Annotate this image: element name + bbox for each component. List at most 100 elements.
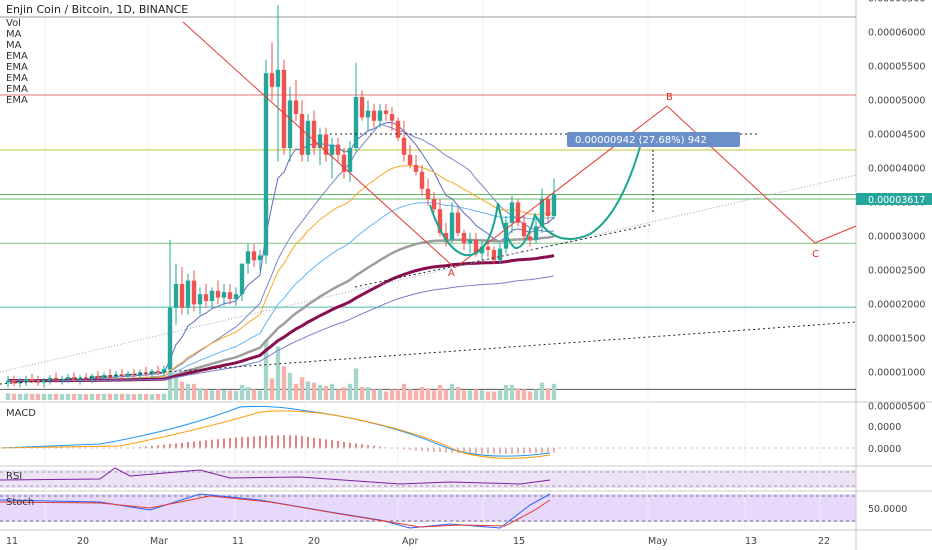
candle-body <box>89 375 95 380</box>
volume-bar <box>479 390 485 400</box>
volume-bar <box>125 393 131 400</box>
volume-bar <box>107 393 113 400</box>
volume-bar <box>17 393 23 400</box>
candle-body <box>53 377 59 381</box>
candle-body <box>551 194 557 216</box>
candle-body <box>425 188 431 199</box>
current-price-tag: 0.00003617 <box>856 193 932 206</box>
volume-bar <box>485 391 491 400</box>
macd-label: MACD <box>6 408 36 419</box>
volume-bar <box>161 393 167 400</box>
volume-bar <box>95 393 101 400</box>
candle-body <box>239 263 245 295</box>
stoch-d-line <box>0 495 551 528</box>
candle-body <box>83 377 89 380</box>
volume-bar <box>545 388 551 400</box>
candle-body <box>35 381 41 383</box>
candle-body <box>527 236 533 240</box>
candle-body <box>167 307 173 369</box>
candle-body <box>467 239 473 244</box>
pattern-leg-c-ext <box>814 225 857 244</box>
volume-bar <box>473 389 479 400</box>
rsi-line <box>0 467 551 485</box>
legend-item: EMA <box>6 73 28 84</box>
pattern-label-b: B <box>666 92 673 103</box>
candle-body <box>329 144 335 155</box>
volume-bar <box>5 393 11 400</box>
price-axis-label: 0.00002000 <box>868 299 925 310</box>
candle-body <box>215 290 221 298</box>
measure-tooltip-text: 0.00000942 (27.68%) 942 <box>575 135 707 146</box>
candle-body <box>23 379 29 382</box>
volume-bar <box>71 393 77 400</box>
candle-body <box>443 233 449 240</box>
price-axis-label: 0.00002500 <box>868 265 925 276</box>
candle-body <box>431 199 437 210</box>
candle-body <box>251 251 257 261</box>
current-price-box <box>856 193 932 205</box>
candle-body <box>335 144 341 155</box>
candle-body <box>275 69 281 87</box>
volume-bar <box>341 387 347 400</box>
price-axis: 0.00006500 0.00006000 0.00005500 0.00005000… <box>868 0 925 412</box>
volume-bar <box>491 391 497 400</box>
candle-body <box>323 134 329 155</box>
candle-body <box>185 280 191 308</box>
volume-bars <box>5 340 557 400</box>
volume-bar <box>191 383 197 400</box>
volume-bar <box>299 377 305 400</box>
volume-bar <box>353 368 359 400</box>
candle-body <box>11 380 17 384</box>
volume-bar <box>197 388 203 400</box>
candle-body <box>125 373 131 376</box>
chart-title: Enjin Coin / Bitcoin, 1D, BINANCE <box>6 3 188 16</box>
volume-bar <box>335 389 341 400</box>
volume-bar <box>29 393 35 400</box>
volume-bar <box>551 383 557 400</box>
volume-bar <box>281 366 287 400</box>
candle-body <box>119 374 125 376</box>
volume-bar <box>131 394 137 400</box>
candle-body <box>245 251 251 264</box>
time-axis-label: 22 <box>818 536 830 547</box>
volume-bar <box>53 393 59 400</box>
volume-bar <box>179 381 185 400</box>
candle-body <box>515 202 521 223</box>
candle-body <box>407 154 413 165</box>
candle-body <box>101 375 107 378</box>
legend-item: EMA <box>6 51 28 62</box>
candle-body <box>485 246 491 250</box>
candle-body <box>221 292 227 298</box>
volume-bar <box>467 390 473 400</box>
volume-bar <box>347 383 353 400</box>
volume-bar <box>497 390 503 400</box>
legend-item: EMA <box>6 95 28 106</box>
candle-body <box>191 280 197 305</box>
price-axis-label: 0.00003000 <box>868 231 925 242</box>
volume-bar <box>239 384 245 400</box>
candle-body <box>449 212 455 240</box>
time-axis-label: Mar <box>150 536 168 547</box>
stoch-band <box>0 494 856 522</box>
volume-bar <box>509 384 515 400</box>
volume-bar <box>413 390 419 400</box>
volume-bar <box>209 390 215 400</box>
price-axis-label: 0.00001500 <box>868 333 925 344</box>
volume-bar <box>233 391 239 400</box>
volume-bar <box>77 393 83 400</box>
time-axis-label: 15 <box>513 536 525 547</box>
macd-axis-label-2: 0.0000 <box>868 444 901 455</box>
current-price-label: 0.00003617 <box>868 195 925 206</box>
candle-body <box>521 222 527 237</box>
volume-bar <box>383 391 389 400</box>
time-axis-label: Apr <box>402 536 419 547</box>
candle-body <box>95 375 101 378</box>
candle-body <box>389 114 395 121</box>
candle-body <box>473 239 479 254</box>
indicator-panes <box>0 405 856 529</box>
candle-body <box>377 110 383 121</box>
candle-body <box>347 148 353 172</box>
candle-body <box>545 199 551 216</box>
volume-bar <box>227 390 233 400</box>
pattern-label-a: A <box>448 268 455 279</box>
